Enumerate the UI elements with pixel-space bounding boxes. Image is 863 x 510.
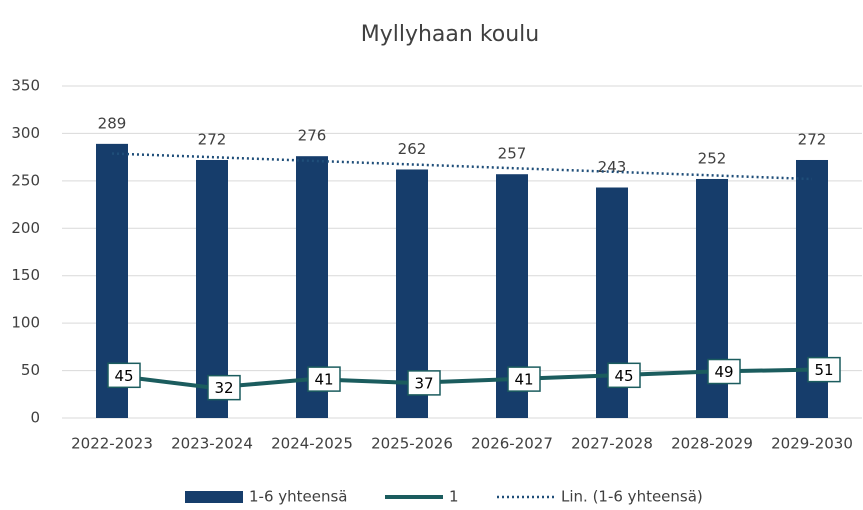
bar-value-label: 272 — [198, 130, 227, 148]
x-tick-label: 2029-2030 — [771, 435, 853, 453]
line-label-box — [507, 366, 541, 392]
line-label-box — [707, 358, 741, 385]
line-label-box — [407, 370, 441, 396]
bar-value-label: 262 — [398, 140, 427, 158]
line-value-label: 32 — [214, 379, 233, 397]
line-value-label: 45 — [114, 367, 133, 385]
x-tick-label: 2028-2029 — [671, 435, 753, 453]
line-label-box — [107, 362, 141, 389]
bar-value-label: 289 — [98, 114, 127, 132]
legend-label: 1-6 yhteensä — [249, 488, 348, 506]
y-tick-label: 250 — [11, 171, 40, 189]
line-value-label: 49 — [714, 363, 733, 381]
line-label-box — [807, 356, 841, 383]
y-tick-label: 350 — [11, 77, 40, 95]
y-tick-label: 200 — [11, 219, 40, 237]
bar-value-label: 257 — [498, 145, 527, 163]
line-label-box — [607, 362, 641, 389]
line-label-box — [207, 374, 241, 401]
line-value-label: 41 — [314, 371, 333, 389]
legend-label: 1 — [449, 488, 459, 506]
line-value-label: 45 — [614, 367, 633, 385]
x-tick-label: 2027-2028 — [571, 435, 653, 453]
x-tick-label: 2022-2023 — [71, 435, 153, 453]
legend-label: Lin. (1-6 yhteensä) — [561, 488, 703, 506]
line-value-label: 41 — [514, 371, 533, 389]
x-tick-label: 2024-2025 — [271, 435, 353, 453]
bar-value-label: 272 — [798, 130, 827, 148]
x-tick-label: 2025-2026 — [371, 435, 453, 453]
x-tick-label: 2023-2024 — [171, 435, 253, 453]
line-value-label: 51 — [814, 361, 833, 379]
legend-swatch — [185, 491, 243, 503]
y-tick-label: 50 — [21, 361, 40, 379]
y-tick-label: 100 — [11, 314, 40, 332]
bar-value-label: 243 — [598, 158, 627, 176]
y-tick-label: 150 — [11, 266, 40, 284]
bar-value-label: 276 — [298, 127, 327, 145]
line-value-label: 37 — [414, 374, 433, 392]
x-tick-label: 2026-2027 — [471, 435, 553, 453]
y-tick-label: 0 — [30, 409, 40, 427]
y-tick-label: 300 — [11, 124, 40, 142]
bar-value-label: 252 — [698, 149, 727, 167]
trendline — [111, 152, 813, 181]
chart-title: Myllyhaan koulu — [361, 22, 540, 47]
line-label-box — [307, 366, 341, 392]
